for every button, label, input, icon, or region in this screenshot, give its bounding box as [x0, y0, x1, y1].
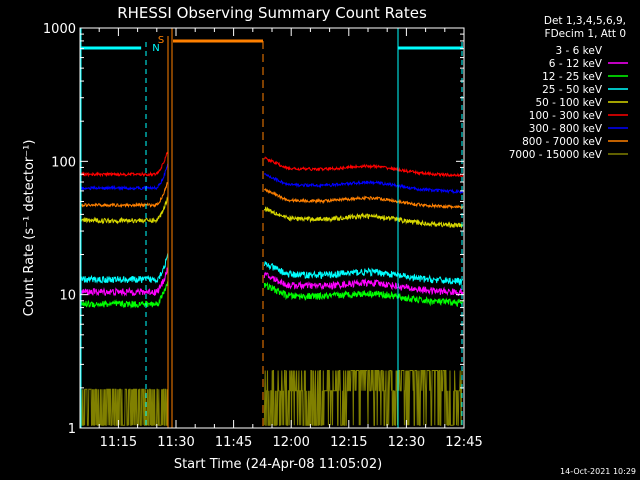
- series-line-before: [80, 388, 169, 426]
- series-line-before: [79, 281, 169, 309]
- series-line-before: [79, 163, 169, 191]
- y-tick-label: 1000: [43, 22, 76, 37]
- series-line-after: [263, 311, 464, 349]
- night-marker-label: N: [152, 43, 159, 54]
- x-tick-label: 12:00: [272, 435, 309, 450]
- x-tick-label: 12:15: [330, 435, 367, 450]
- legend-entry-label: 300 - 800 keV: [529, 123, 603, 135]
- y-tick-label: 10: [59, 289, 76, 304]
- series-line-before: [79, 151, 169, 178]
- x-tick-label: 11:45: [215, 435, 252, 450]
- x-tick-label: 11:30: [157, 435, 194, 450]
- series-line-before: [79, 252, 169, 284]
- legend-entry-label: 25 - 50 keV: [542, 84, 603, 96]
- legend-entry-label: 7000 - 15000 keV: [509, 149, 603, 161]
- y-tick-label: 1: [68, 422, 76, 437]
- legend-header-line: FDecim 1, Att 0: [545, 28, 626, 40]
- legend-entry-label: 100 - 300 keV: [529, 110, 603, 122]
- series-line-after: [263, 173, 464, 195]
- y-tick-label: 100: [51, 155, 76, 170]
- x-tick-label: 11:15: [100, 435, 137, 450]
- series-line-before: [79, 297, 169, 359]
- series-line-after: [263, 156, 464, 178]
- saa-marker-label: S: [158, 35, 164, 46]
- legend-entry-label: 800 - 7000 keV: [522, 136, 603, 148]
- legend-entry-label: 3 - 6 keV: [555, 45, 602, 57]
- series-line-after: [263, 370, 463, 426]
- series-line-before: [79, 194, 169, 225]
- x-tick-label: 12:45: [445, 435, 482, 450]
- legend-entry-label: 50 - 100 keV: [535, 97, 602, 109]
- y-axis-label: Count Rate (s⁻¹ detector⁻¹): [22, 140, 37, 317]
- series-line-after: [263, 281, 464, 307]
- x-axis-label: Start Time (24-Apr-08 11:05:02): [174, 457, 382, 472]
- series-line-before: [79, 181, 169, 209]
- series-line-after: [263, 187, 464, 210]
- series-line-after: [263, 261, 464, 286]
- series-line-after: [263, 271, 464, 297]
- legend-entry-label: 12 - 25 keV: [542, 71, 603, 83]
- series-line-after: [263, 206, 464, 229]
- x-tick-label: 12:30: [388, 435, 425, 450]
- timestamp-label: 14-Oct-2021 10:29: [560, 467, 636, 476]
- chart-title: RHESSI Observing Summary Count Rates: [117, 4, 427, 22]
- legend-entry-label: 6 - 12 keV: [549, 58, 603, 70]
- legend-header-line: Det 1,3,4,5,6,9,: [544, 15, 626, 27]
- series-line-before: [79, 265, 169, 297]
